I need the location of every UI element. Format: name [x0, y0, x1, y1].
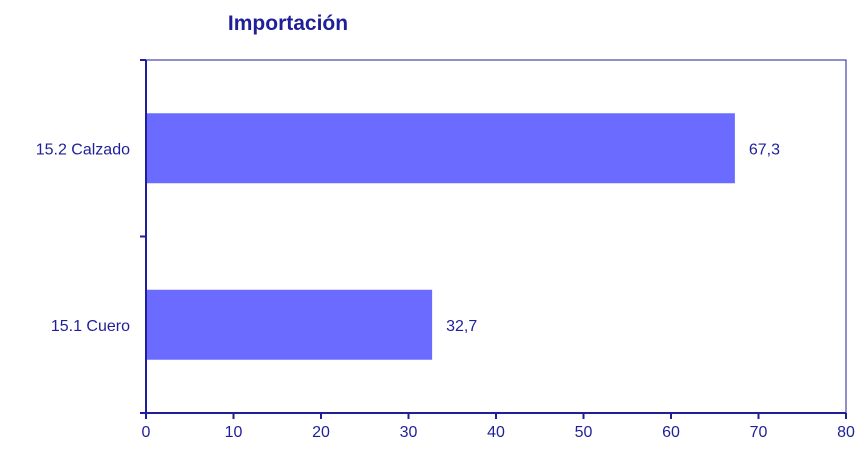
x-tick-label: 60: [662, 424, 680, 441]
y-category-label: 15.2 Calzado: [36, 141, 130, 158]
bar-data-label: 67,3: [749, 141, 780, 158]
x-tick-label: 50: [575, 424, 593, 441]
bar-data-label: 32,7: [446, 318, 477, 335]
y-category-label: 15.1 Cuero: [51, 318, 130, 335]
x-tick-label: 80: [837, 424, 855, 441]
x-tick-label: 40: [487, 424, 505, 441]
x-tick-label: 20: [312, 424, 330, 441]
bar: [146, 289, 433, 360]
chart-title: Importación: [227, 12, 349, 35]
x-tick-label: 70: [750, 424, 768, 441]
plot-area-border: [145, 59, 847, 414]
bar: [146, 113, 735, 184]
x-tick-label: 0: [142, 424, 151, 441]
x-tick-label: 30: [400, 424, 418, 441]
x-tick-label: 10: [225, 424, 243, 441]
